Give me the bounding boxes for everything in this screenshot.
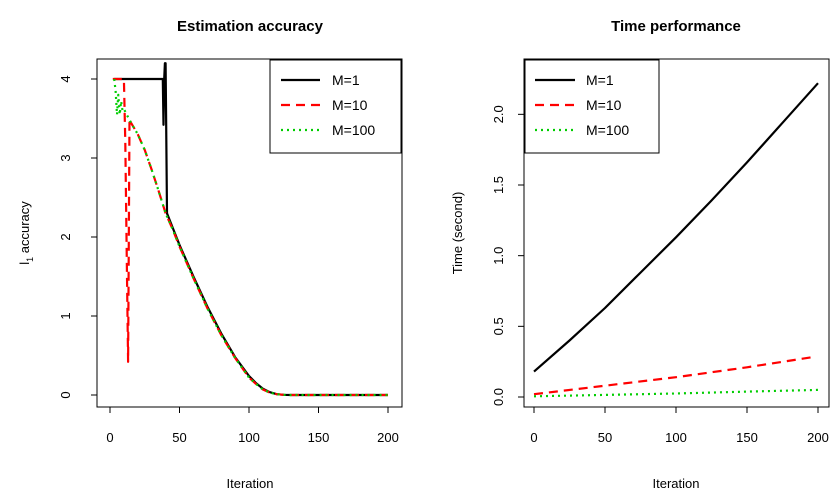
accuracy-x-axis-label: Iteration (227, 476, 274, 491)
time-x-axis: 0 50 100 150 200 (530, 406, 829, 445)
accuracy-legend-box (269, 59, 402, 154)
time-y-axis: 0.0 0.5 1.0 1.5 2.0 (491, 105, 525, 406)
accuracy-y-label-main: l (17, 262, 32, 265)
accuracy-y-tick-label: 4 (58, 75, 73, 82)
time-x-tick-label: 0 (530, 430, 537, 445)
time-series-m-100-line (533, 388, 819, 398)
accuracy-y-axis: 0 1 2 3 4 (58, 75, 98, 399)
accuracy-chart-title: Estimation accuracy (177, 18, 324, 35)
time-series-m-1-line (533, 82, 819, 373)
accuracy-y-label-rest: accuracy (17, 201, 32, 257)
accuracy-y-tick-label: 3 (58, 154, 73, 161)
accuracy-y-tick-label: 1 (58, 312, 73, 319)
time-x-tick-label: 100 (665, 430, 687, 445)
time-chart-title: Time performance (611, 18, 741, 35)
time-x-tick-label: 50 (598, 430, 612, 445)
time-series-lines (533, 82, 819, 398)
accuracy-x-tick-label: 50 (172, 430, 186, 445)
accuracy-legend-label: M=100 (332, 122, 375, 138)
accuracy-y-label-sub: 1 (25, 257, 35, 262)
time-y-tick-label: 1.0 (491, 247, 506, 265)
accuracy-x-tick-label: 200 (377, 430, 399, 445)
time-legend: M=1 M=10 M=100 (524, 59, 660, 154)
time-y-tick-label: 0.0 (491, 388, 506, 406)
accuracy-panel: Estimation accuracy 0 50 100 150 200 0 1 2 3 4 I… (17, 18, 403, 491)
time-x-tick-label: 200 (807, 430, 829, 445)
time-x-tick-label: 150 (736, 430, 758, 445)
accuracy-y-tick-label: 0 (58, 391, 73, 398)
accuracy-series-lines (112, 62, 388, 397)
time-legend-box (524, 59, 660, 154)
accuracy-x-tick-label: 150 (308, 430, 330, 445)
accuracy-series-m-100-line (113, 78, 388, 397)
time-legend-label: M=1 (586, 72, 614, 88)
accuracy-y-axis-label: l1 accuracy (17, 201, 35, 265)
accuracy-x-tick-label: 0 (106, 430, 113, 445)
time-y-tick-label: 2.0 (491, 105, 506, 123)
time-legend-label: M=100 (586, 122, 629, 138)
time-legend-label: M=10 (586, 97, 622, 113)
accuracy-series-m-10-line (112, 77, 388, 397)
time-y-axis-label: Time (second) (450, 192, 465, 275)
time-series-m-10-line (533, 356, 812, 396)
accuracy-legend-label: M=1 (332, 72, 360, 88)
accuracy-y-tick-label: 2 (58, 233, 73, 240)
accuracy-x-axis: 0 50 100 150 200 (106, 406, 399, 445)
time-y-tick-label: 0.5 (491, 317, 506, 335)
time-x-axis-label: Iteration (653, 476, 700, 491)
accuracy-legend-label: M=10 (332, 97, 368, 113)
accuracy-x-tick-label: 100 (238, 430, 260, 445)
time-panel: Time performance 0 50 100 150 200 0.0 0.5 1.0 1… (450, 18, 830, 491)
time-y-tick-label: 1.5 (491, 176, 506, 194)
accuracy-legend: M=1 M=10 M=100 (269, 59, 402, 154)
